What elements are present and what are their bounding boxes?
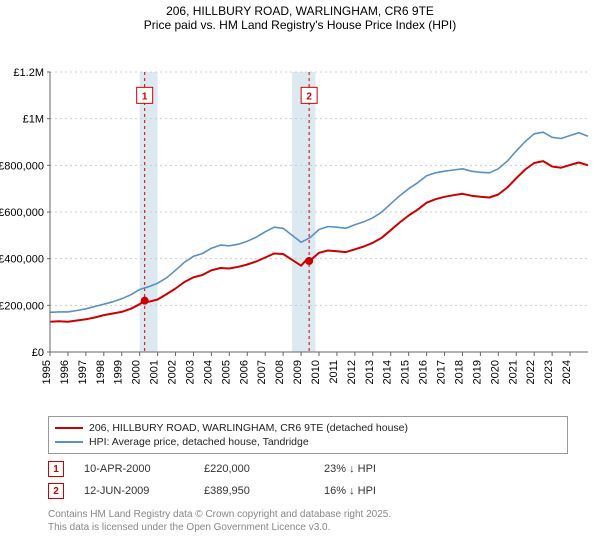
svg-text:1996: 1996	[59, 360, 71, 384]
sale-delta: 16% ↓ HPI	[324, 485, 424, 497]
svg-text:£800,000: £800,000	[0, 160, 44, 172]
legend: 206, HILLBURY ROAD, WARLINGHAM, CR6 9TE …	[48, 416, 568, 454]
footer-line-2: This data is licensed under the Open Gov…	[48, 521, 568, 534]
sale-price: £220,000	[204, 463, 304, 475]
svg-text:2002: 2002	[167, 360, 179, 384]
svg-text:2014: 2014	[382, 360, 394, 384]
svg-text:1997: 1997	[77, 360, 89, 384]
sale-price: £389,950	[204, 485, 304, 497]
svg-text:2019: 2019	[471, 360, 483, 384]
sale-marker-box: 1	[48, 461, 64, 477]
svg-text:2024: 2024	[561, 360, 573, 384]
svg-text:2016: 2016	[418, 360, 430, 384]
footer: Contains HM Land Registry data © Crown c…	[48, 508, 568, 534]
svg-text:2020: 2020	[489, 360, 501, 384]
title-block: 206, HILLBURY ROAD, WARLINGHAM, CR6 9TE …	[0, 0, 600, 32]
svg-text:1: 1	[142, 91, 148, 102]
legend-item: 206, HILLBURY ROAD, WARLINGHAM, CR6 9TE …	[55, 421, 561, 435]
svg-text:2015: 2015	[400, 360, 412, 384]
legend-swatch	[55, 441, 83, 443]
title-line-2: Price paid vs. HM Land Registry's House …	[0, 18, 600, 32]
legend-swatch	[55, 427, 83, 429]
sale-row: 2 12-JUN-2009 £389,950 16% ↓ HPI	[48, 480, 568, 502]
svg-text:2013: 2013	[364, 360, 376, 384]
svg-text:£600,000: £600,000	[0, 207, 44, 219]
svg-text:2010: 2010	[310, 360, 322, 384]
svg-text:2004: 2004	[202, 360, 214, 384]
sale-date: 10-APR-2000	[84, 463, 184, 475]
svg-text:2021: 2021	[507, 360, 519, 384]
sale-delta: 23% ↓ HPI	[324, 463, 424, 475]
svg-text:2001: 2001	[149, 360, 161, 384]
svg-text:1999: 1999	[113, 360, 125, 384]
sale-row: 1 10-APR-2000 £220,000 23% ↓ HPI	[48, 458, 568, 480]
svg-text:2022: 2022	[525, 360, 537, 384]
svg-text:2: 2	[306, 91, 312, 102]
chart-container: 206, HILLBURY ROAD, WARLINGHAM, CR6 9TE …	[0, 0, 600, 534]
svg-text:£200,000: £200,000	[0, 300, 44, 312]
footer-line-1: Contains HM Land Registry data © Crown c…	[48, 508, 568, 521]
svg-text:2006: 2006	[238, 360, 250, 384]
svg-text:£400,000: £400,000	[0, 254, 44, 266]
svg-text:2017: 2017	[436, 360, 448, 384]
title-line-1: 206, HILLBURY ROAD, WARLINGHAM, CR6 9TE	[0, 4, 600, 18]
line-chart: £0 £200,000 £400,000 £600,000 £800,000 £1M £1.…	[0, 32, 600, 412]
sale-marker-box: 2	[48, 483, 64, 499]
svg-text:1998: 1998	[95, 360, 107, 384]
svg-text:2011: 2011	[328, 360, 340, 384]
sale-date: 12-JUN-2009	[84, 485, 184, 497]
legend-label: 206, HILLBURY ROAD, WARLINGHAM, CR6 9TE …	[89, 422, 408, 434]
legend-item: HPI: Average price, detached house, Tand…	[55, 435, 561, 449]
svg-text:2008: 2008	[274, 360, 286, 384]
svg-text:2023: 2023	[543, 360, 555, 384]
svg-text:£1.2M: £1.2M	[13, 67, 44, 79]
svg-text:2003: 2003	[184, 360, 196, 384]
svg-text:2007: 2007	[256, 360, 268, 384]
svg-text:£0: £0	[32, 347, 44, 359]
svg-text:2000: 2000	[131, 360, 143, 384]
legend-label: HPI: Average price, detached house, Tand…	[89, 436, 309, 448]
sales-table: 1 10-APR-2000 £220,000 23% ↓ HPI 2 12-JU…	[48, 458, 568, 502]
svg-text:2005: 2005	[220, 360, 232, 384]
svg-text:2012: 2012	[346, 360, 358, 384]
svg-text:£1M: £1M	[23, 114, 44, 126]
svg-text:2018: 2018	[453, 360, 465, 384]
svg-text:2009: 2009	[292, 360, 304, 384]
svg-text:1995: 1995	[41, 360, 53, 384]
